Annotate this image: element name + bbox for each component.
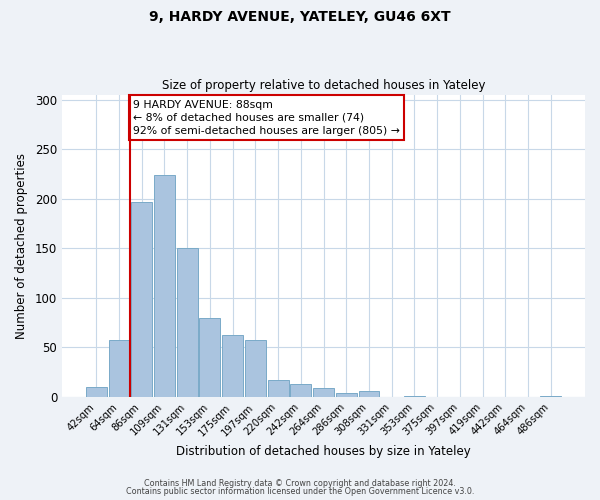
Bar: [86, 387, 107, 397]
Bar: [268, 380, 289, 397]
Text: Contains HM Land Registry data © Crown copyright and database right 2024.: Contains HM Land Registry data © Crown c…: [144, 478, 456, 488]
Bar: [199, 318, 220, 397]
Bar: [177, 248, 197, 397]
Bar: [222, 334, 243, 397]
Bar: [109, 340, 130, 397]
Bar: [541, 396, 561, 397]
Bar: [313, 388, 334, 397]
Text: Contains public sector information licensed under the Open Government Licence v3: Contains public sector information licen…: [126, 487, 474, 496]
Text: 9 HARDY AVENUE: 88sqm
← 8% of detached houses are smaller (74)
92% of semi-detac: 9 HARDY AVENUE: 88sqm ← 8% of detached h…: [133, 100, 400, 136]
Bar: [131, 202, 152, 397]
Y-axis label: Number of detached properties: Number of detached properties: [15, 153, 28, 339]
Title: Size of property relative to detached houses in Yateley: Size of property relative to detached ho…: [162, 79, 485, 92]
X-axis label: Distribution of detached houses by size in Yateley: Distribution of detached houses by size …: [176, 444, 471, 458]
Bar: [404, 396, 425, 397]
Bar: [290, 384, 311, 397]
Bar: [154, 175, 175, 397]
Bar: [245, 340, 266, 397]
Text: 9, HARDY AVENUE, YATELEY, GU46 6XT: 9, HARDY AVENUE, YATELEY, GU46 6XT: [149, 10, 451, 24]
Bar: [336, 393, 357, 397]
Bar: [359, 391, 379, 397]
